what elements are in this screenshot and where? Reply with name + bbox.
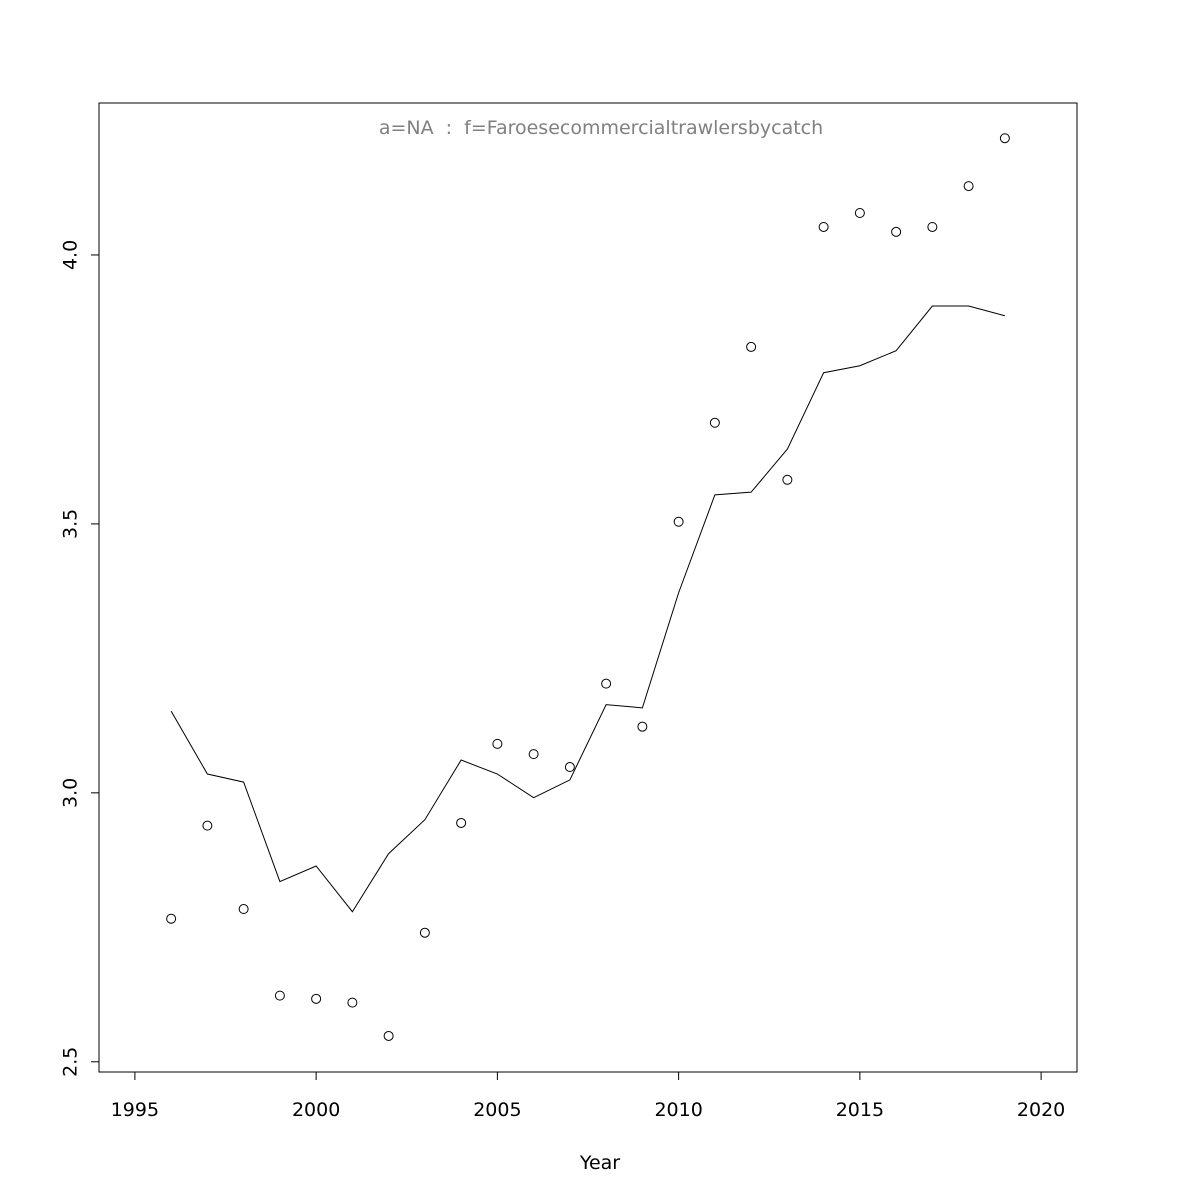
data-point xyxy=(202,820,213,831)
y-tick-label: 4.0 xyxy=(60,240,82,270)
data-point xyxy=(347,997,358,1008)
data-point xyxy=(528,749,539,760)
y-tick-label: 3.5 xyxy=(60,509,82,539)
data-point xyxy=(999,133,1010,144)
x-tick-label: 2020 xyxy=(1017,1099,1065,1121)
data-point xyxy=(709,417,720,428)
x-tick-label: 2005 xyxy=(473,1099,521,1121)
x-tick-label: 2000 xyxy=(292,1099,340,1121)
data-point xyxy=(311,993,322,1004)
x-tick-label: 1995 xyxy=(111,1099,159,1121)
chart-title: a=NA : f=Faroesecommercialtrawlersbycatc… xyxy=(379,117,823,139)
data-point xyxy=(166,913,177,924)
y-tick-label: 2.5 xyxy=(60,1047,82,1077)
data-point xyxy=(383,1030,394,1041)
data-point xyxy=(456,817,467,828)
data-line xyxy=(170,305,1005,913)
x-axis-label: Year xyxy=(579,1152,620,1174)
data-point xyxy=(564,762,575,773)
data-point xyxy=(637,721,648,732)
data-point xyxy=(891,226,902,237)
data-point xyxy=(854,207,865,218)
data-point xyxy=(818,221,829,232)
data-point xyxy=(492,738,503,749)
data-point xyxy=(274,990,285,1001)
plot-frame xyxy=(98,102,1078,1073)
data-point xyxy=(963,181,974,192)
x-tick-label: 2010 xyxy=(654,1099,702,1121)
data-point xyxy=(673,516,684,527)
y-tick-label: 3.0 xyxy=(60,778,82,808)
data-point xyxy=(782,474,793,485)
data-point xyxy=(601,678,612,689)
data-point xyxy=(238,904,249,915)
data-point xyxy=(746,341,757,352)
data-point xyxy=(927,221,938,232)
data-point xyxy=(419,927,430,938)
x-tick-label: 2015 xyxy=(836,1099,884,1121)
